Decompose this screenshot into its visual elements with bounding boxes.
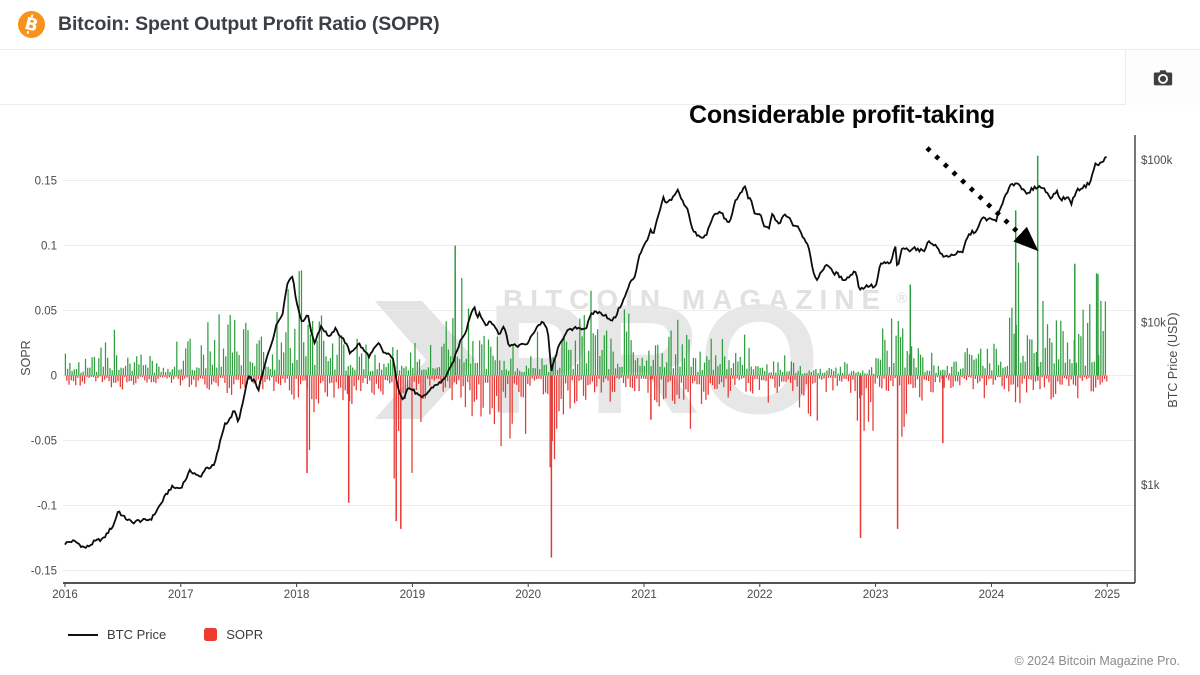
left-axis-tick: -0.1: [37, 501, 57, 513]
toolbar-right-section: [1125, 50, 1200, 105]
x-axis-tick: 2017: [168, 589, 194, 601]
watermark-text: BITCOIN MAGAZINE ®: [503, 284, 907, 316]
legend-label-btc-price: BTC Price: [107, 627, 167, 642]
left-axis-tick: 0: [51, 371, 57, 383]
x-axis-tick: 2019: [400, 589, 426, 601]
left-axis-tick: 0.1: [41, 241, 57, 253]
x-axis-tick: 2023: [863, 589, 889, 601]
title-bar: B Bitcoin: Spent Output Profit Ratio (SO…: [0, 0, 1200, 50]
left-axis-tick: 0.15: [35, 176, 57, 188]
watermark-line1: BITCOIN MAGAZINE: [503, 284, 888, 315]
left-axis-title: SOPR: [19, 340, 33, 375]
sopr-bars-negative: [66, 375, 1108, 558]
axes: [63, 135, 1136, 587]
footer-copyright: © 2024 Bitcoin Magazine Pro.: [1014, 654, 1180, 668]
x-axis-tick: 2020: [515, 589, 541, 601]
camera-icon: [1153, 69, 1173, 85]
legend-item-btc-price: BTC Price: [68, 627, 166, 642]
legend-label-sopr: SOPR: [226, 627, 264, 642]
right-axis-title: BTC Price (USD): [1166, 312, 1180, 407]
legend-item-sopr: SOPR: [204, 627, 263, 642]
toolbar: [0, 50, 1200, 105]
camera-button[interactable]: [1148, 63, 1178, 93]
left-axis-tick: -0.05: [31, 436, 57, 448]
btc-price-line: [64, 155, 1108, 549]
svg-text:B: B: [23, 14, 41, 37]
left-axis-tick: -0.15: [31, 566, 57, 578]
x-axis-tick: 2018: [284, 589, 310, 601]
line-swatch: [68, 633, 98, 636]
sopr-bars-positive: [64, 155, 1107, 376]
x-axis-tick: 2021: [631, 589, 657, 601]
left-axis-tick: 0.05: [35, 306, 57, 318]
x-axis-tick: 2022: [747, 589, 773, 601]
axis-titles: SOPR BTC Price (USD): [19, 312, 1180, 407]
right-axis-tick: $1k: [1141, 480, 1160, 492]
annotation-label: Considerable profit-taking: [689, 101, 995, 129]
x-axis-tick: 2025: [1094, 589, 1120, 601]
axis-tick-labels: 0.15 0.1 0.05 0 -0.05 -0.1 -0.15 $100k $10k $1k 20…: [31, 155, 1173, 601]
square-swatch: [204, 628, 218, 641]
x-axis-tick: 2024: [979, 589, 1005, 601]
bitcoin-icon: B: [18, 11, 45, 38]
page-title: Bitcoin: Spent Output Profit Ratio (SOPR…: [58, 13, 440, 35]
legend: BTC Price SOPR: [68, 627, 263, 642]
right-axis-tick: $100k: [1141, 155, 1173, 167]
registered-mark: ®: [896, 290, 908, 307]
right-axis-tick: $10k: [1141, 318, 1166, 330]
x-axis-tick: 2016: [52, 589, 78, 601]
